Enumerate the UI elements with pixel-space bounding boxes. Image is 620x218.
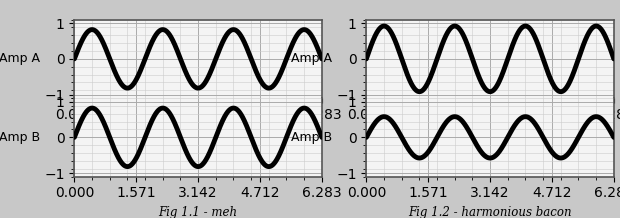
Y-axis label: Amp A: Amp A	[0, 52, 40, 65]
X-axis label: Fig 1.1 - meh: Fig 1.1 - meh	[159, 206, 237, 218]
Y-axis label: Amp B: Amp B	[0, 131, 40, 144]
X-axis label: Fig 1.2 - harmonious bacon: Fig 1.2 - harmonious bacon	[409, 206, 572, 218]
Y-axis label: Amp A: Amp A	[291, 52, 332, 65]
Y-axis label: Amp B: Amp B	[291, 131, 332, 144]
